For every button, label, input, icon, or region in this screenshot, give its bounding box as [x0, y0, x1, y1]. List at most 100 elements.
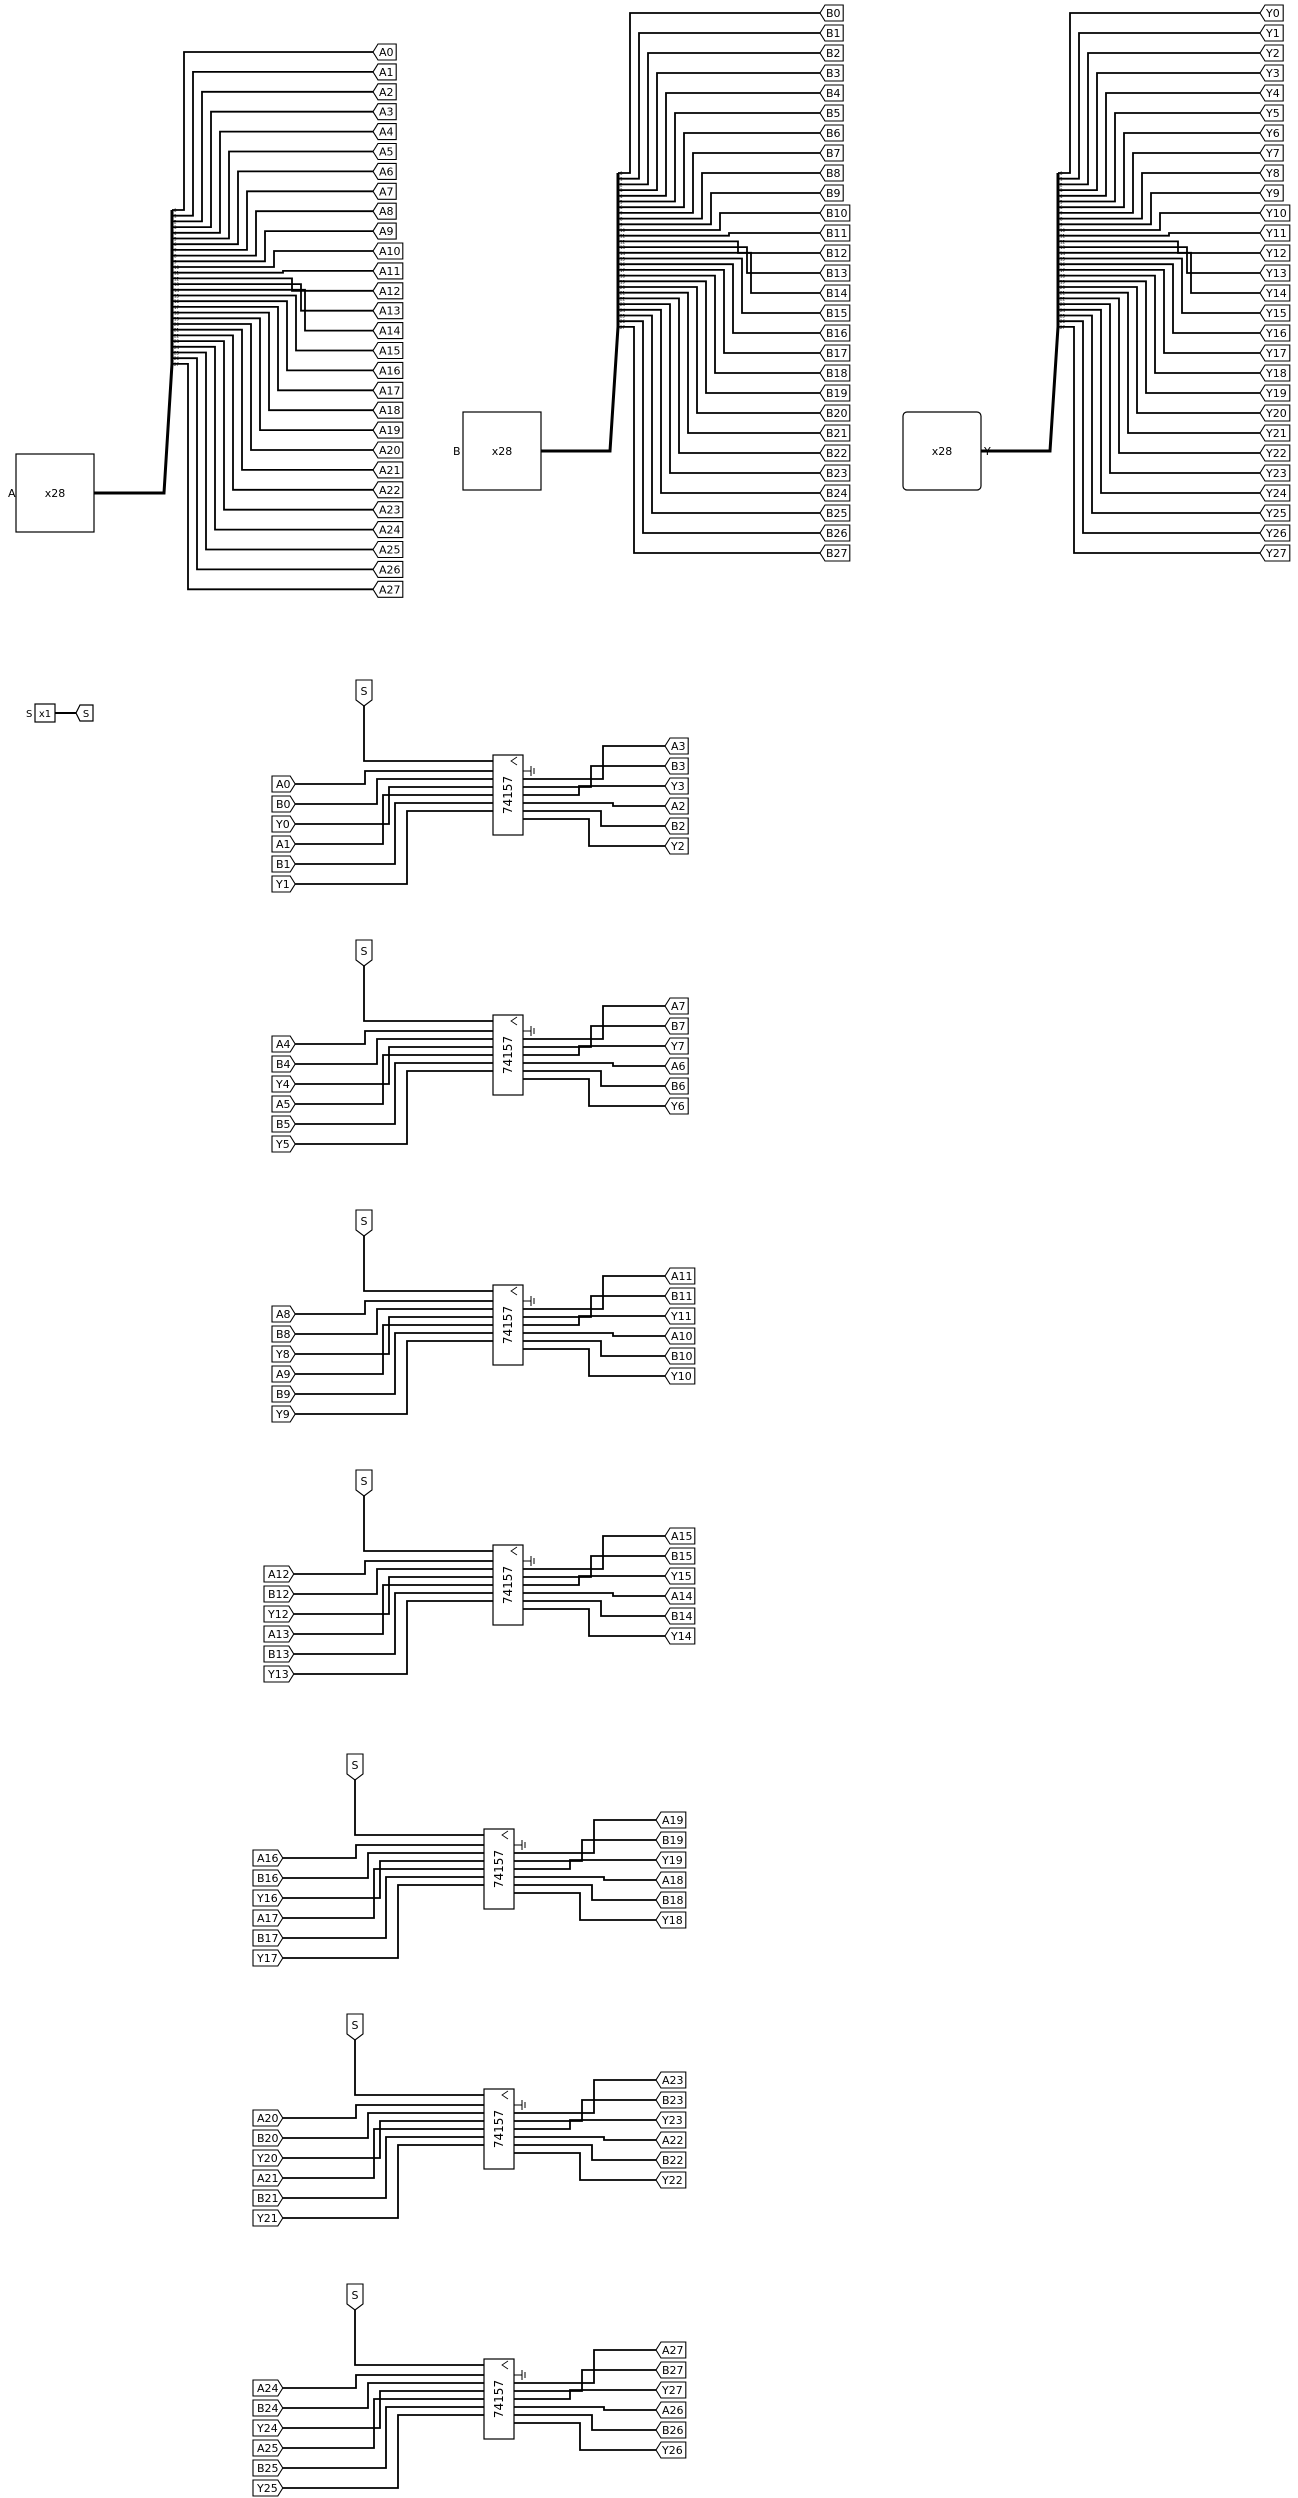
- tunnel-y3[interactable]: [1259, 64, 1284, 82]
- tunnel-b15[interactable]: [819, 304, 851, 322]
- right-tunnel-a27[interactable]: [655, 2341, 687, 2359]
- tunnel-y27[interactable]: [1259, 544, 1291, 562]
- tunnel-a24[interactable]: [372, 521, 404, 539]
- tunnel-b26[interactable]: [819, 524, 851, 542]
- left-tunnel-y24[interactable]: [252, 2419, 284, 2437]
- tunnel-a20[interactable]: [372, 441, 404, 459]
- left-tunnel-b17[interactable]: [252, 1929, 284, 1947]
- tunnel-b0[interactable]: [819, 4, 844, 22]
- right-tunnel-y6[interactable]: [664, 1097, 689, 1115]
- left-tunnel-b9[interactable]: [271, 1385, 296, 1403]
- tunnel-a0[interactable]: [372, 43, 397, 61]
- tunnel-b24[interactable]: [819, 484, 851, 502]
- tunnel-b8[interactable]: [819, 164, 844, 182]
- tunnel-b6[interactable]: [819, 124, 844, 142]
- left-tunnel-b25[interactable]: [252, 2459, 284, 2477]
- select-tunnel-6[interactable]: [346, 2283, 364, 2311]
- left-tunnel-a8[interactable]: [271, 1305, 296, 1323]
- right-tunnel-a14[interactable]: [664, 1587, 696, 1605]
- tunnel-y1[interactable]: [1259, 24, 1284, 42]
- select-tunnel-2[interactable]: [355, 1209, 373, 1237]
- right-tunnel-a6[interactable]: [664, 1057, 689, 1075]
- tunnel-a12[interactable]: [372, 282, 404, 300]
- tunnel-b14[interactable]: [819, 284, 851, 302]
- right-tunnel-y15[interactable]: [664, 1567, 696, 1585]
- select-tunnel-3[interactable]: [355, 1469, 373, 1497]
- left-tunnel-a4[interactable]: [271, 1035, 296, 1053]
- tunnel-a7[interactable]: [372, 182, 397, 200]
- tunnel-a21[interactable]: [372, 461, 404, 479]
- right-tunnel-y11[interactable]: [664, 1307, 696, 1325]
- tunnel-a27[interactable]: [372, 580, 404, 598]
- tunnel-y23[interactable]: [1259, 464, 1291, 482]
- tunnel-a16[interactable]: [372, 361, 404, 379]
- tunnel-a17[interactable]: [372, 381, 404, 399]
- right-tunnel-y27[interactable]: [655, 2381, 687, 2399]
- right-tunnel-y2[interactable]: [664, 837, 689, 855]
- tunnel-b1[interactable]: [819, 24, 844, 42]
- left-tunnel-b8[interactable]: [271, 1325, 296, 1343]
- tunnel-a9[interactable]: [372, 222, 397, 240]
- tunnel-y8[interactable]: [1259, 164, 1284, 182]
- tunnel-a22[interactable]: [372, 481, 404, 499]
- tunnel-y13[interactable]: [1259, 264, 1291, 282]
- tunnel-a8[interactable]: [372, 202, 397, 220]
- tunnel-a5[interactable]: [372, 142, 397, 161]
- tunnel-y25[interactable]: [1259, 504, 1291, 522]
- right-tunnel-y19[interactable]: [655, 1851, 687, 1869]
- tunnel-b16[interactable]: [819, 324, 851, 342]
- tunnel-a3[interactable]: [372, 103, 397, 121]
- tunnel-y26[interactable]: [1259, 524, 1291, 542]
- select-tunnel-1[interactable]: [355, 939, 373, 967]
- select-tunnel[interactable]: [75, 704, 94, 722]
- tunnel-y12[interactable]: [1259, 244, 1291, 262]
- chip-3[interactable]: [492, 1544, 524, 1626]
- tunnel-a14[interactable]: [372, 322, 404, 340]
- tunnel-a4[interactable]: [372, 123, 397, 141]
- left-tunnel-b13[interactable]: [263, 1645, 295, 1663]
- right-tunnel-b2[interactable]: [664, 817, 689, 835]
- right-tunnel-y18[interactable]: [655, 1911, 687, 1929]
- left-tunnel-b1[interactable]: [271, 855, 296, 873]
- right-tunnel-y10[interactable]: [664, 1367, 696, 1385]
- left-tunnel-a0[interactable]: [271, 775, 296, 793]
- tunnel-b18[interactable]: [819, 364, 851, 382]
- left-tunnel-a24[interactable]: [252, 2379, 284, 2397]
- right-tunnel-b7[interactable]: [664, 1017, 689, 1035]
- right-tunnel-a19[interactable]: [655, 1811, 687, 1829]
- tunnel-a25[interactable]: [372, 540, 404, 559]
- tunnel-y16[interactable]: [1259, 324, 1291, 342]
- right-tunnel-a7[interactable]: [664, 997, 689, 1015]
- tunnel-y2[interactable]: [1259, 44, 1284, 62]
- chip-6[interactable]: [483, 2358, 515, 2440]
- tunnel-b3[interactable]: [819, 64, 844, 82]
- right-tunnel-y23[interactable]: [655, 2111, 687, 2129]
- left-tunnel-a25[interactable]: [252, 2439, 284, 2457]
- left-tunnel-b12[interactable]: [263, 1585, 295, 1603]
- right-tunnel-b14[interactable]: [664, 1607, 696, 1625]
- left-tunnel-y17[interactable]: [252, 1949, 284, 1967]
- tunnel-b22[interactable]: [819, 444, 851, 462]
- tunnel-b23[interactable]: [819, 464, 851, 482]
- right-tunnel-b10[interactable]: [664, 1347, 696, 1365]
- tunnel-b9[interactable]: [819, 184, 844, 202]
- right-tunnel-b26[interactable]: [655, 2421, 687, 2439]
- tunnel-b25[interactable]: [819, 504, 851, 522]
- tunnel-a6[interactable]: [372, 162, 397, 180]
- left-tunnel-y5[interactable]: [271, 1135, 296, 1153]
- left-tunnel-y8[interactable]: [271, 1345, 296, 1363]
- tunnel-y18[interactable]: [1259, 364, 1291, 382]
- tunnel-y19[interactable]: [1259, 384, 1291, 402]
- right-tunnel-a22[interactable]: [655, 2131, 687, 2149]
- select-tunnel-5[interactable]: [346, 2013, 364, 2041]
- right-tunnel-y14[interactable]: [664, 1627, 696, 1645]
- right-tunnel-y3[interactable]: [664, 777, 689, 795]
- tunnel-a11[interactable]: [372, 262, 404, 280]
- left-tunnel-b24[interactable]: [252, 2399, 284, 2417]
- left-tunnel-a9[interactable]: [271, 1365, 296, 1383]
- tunnel-a2[interactable]: [372, 83, 397, 101]
- right-tunnel-a18[interactable]: [655, 1871, 687, 1889]
- tunnel-b10[interactable]: [819, 204, 851, 222]
- input-box-b[interactable]: [462, 411, 542, 491]
- tunnel-b19[interactable]: [819, 384, 851, 402]
